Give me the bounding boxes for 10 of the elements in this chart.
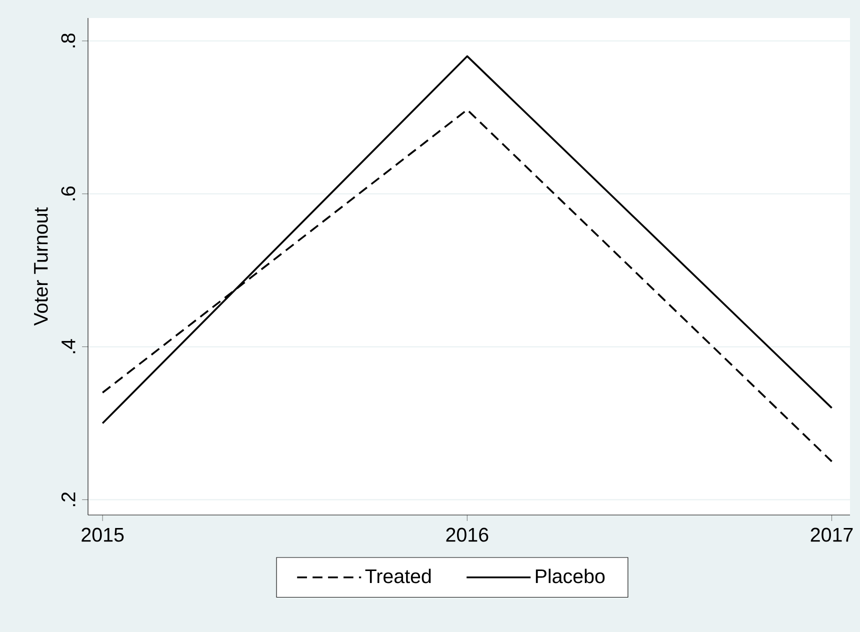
legend-label: Treated [365, 568, 431, 584]
x-tick-label: 2017 [810, 528, 853, 542]
y-tick-label: .4 [62, 339, 76, 354]
y-tick-label: .6 [61, 186, 76, 200]
x-tick-label: 2015 [82, 528, 124, 542]
x-tick-label: 2016 [446, 528, 488, 542]
y-tick-label: .8 [61, 34, 76, 48]
legend-label: Placebo [536, 568, 605, 584]
y-tick-label: .2 [61, 492, 76, 506]
y-axis-title: Voter Turnout [34, 207, 48, 326]
